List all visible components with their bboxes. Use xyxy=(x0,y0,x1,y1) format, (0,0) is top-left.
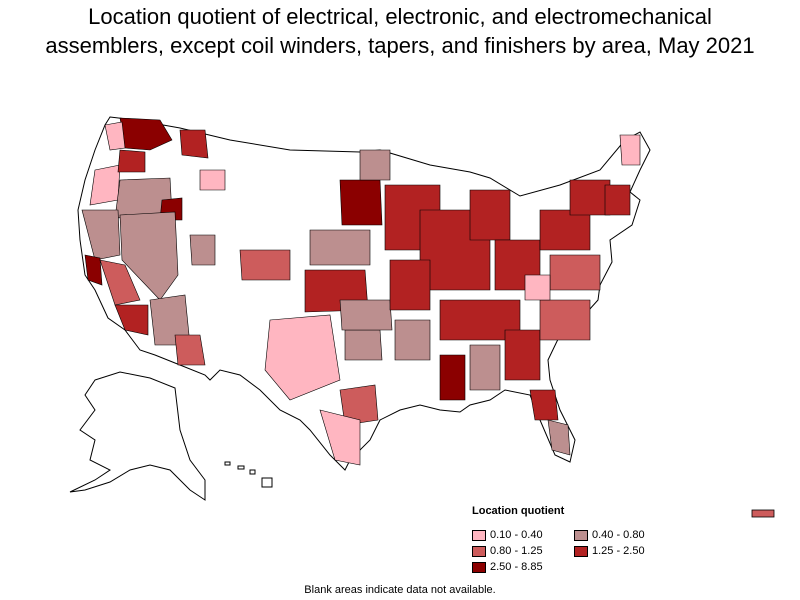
region-mississippi xyxy=(439,354,466,401)
region-michigan xyxy=(469,189,511,241)
us-map-svg xyxy=(69,116,775,518)
region-ca-south xyxy=(114,304,149,336)
map-title: Location quotient of electrical, electro… xyxy=(0,2,800,60)
legend-swatch-0-10-0-40 xyxy=(472,529,486,541)
region-west-virginia xyxy=(524,274,551,301)
alaska-outline xyxy=(69,371,206,501)
region-south-texas xyxy=(319,409,361,466)
legend-grid: 0.10 - 0.40 0.40 - 0.80 0.80 - 1.25 1.25… xyxy=(472,528,712,574)
footnote: Blank areas indicate data not available. xyxy=(304,584,496,596)
legend-item-2-50-8-85: 2.50 - 8.85 xyxy=(472,560,574,574)
legend-item-0-40-0-80: 0.40 - 0.80 xyxy=(574,528,694,542)
hawaii-islands xyxy=(224,461,273,488)
region-colorado xyxy=(239,249,291,281)
region-florida-north xyxy=(529,389,559,421)
region-texas-west xyxy=(264,314,341,401)
map-title-line-1: Location quotient of electrical, electro… xyxy=(88,4,712,29)
region-maine xyxy=(619,134,641,166)
region-ca-central xyxy=(99,259,141,306)
us-map xyxy=(0,95,800,525)
puerto-rico xyxy=(751,509,775,518)
region-houston xyxy=(339,384,379,426)
legend-label-1-25-2-50: 1.25 - 2.50 xyxy=(592,545,645,557)
legend-item-1-25-2-50: 1.25 - 2.50 xyxy=(574,544,694,558)
region-bay-area xyxy=(84,254,103,286)
map-legend: Location quotient 0.10 - 0.40 0.40 - 0.8… xyxy=(472,505,712,574)
legend-label-0-80-1-25: 0.80 - 1.25 xyxy=(490,545,543,557)
region-missouri xyxy=(389,259,431,311)
legend-label-0-40-0-80: 0.40 - 0.80 xyxy=(592,529,645,541)
region-pennsylvania xyxy=(539,209,591,251)
region-spokane xyxy=(179,129,209,159)
legend-swatch-1-25-2-50 xyxy=(574,545,588,557)
region-alabama xyxy=(469,344,501,391)
legend-swatch-0-40-0-80 xyxy=(574,529,588,541)
legend-item-0-80-1-25: 0.80 - 1.25 xyxy=(472,544,574,558)
region-portland xyxy=(117,149,146,173)
region-idaho-east xyxy=(199,169,226,191)
legend-label-0-10-0-40: 0.10 - 0.40 xyxy=(490,529,543,541)
region-oklahoma xyxy=(339,299,393,331)
region-arkansas xyxy=(394,319,431,361)
region-georgia xyxy=(504,329,541,381)
region-nevada xyxy=(119,211,179,301)
legend-swatch-2-50-8-85 xyxy=(472,561,486,573)
region-phoenix-tucson xyxy=(174,334,206,366)
legend-label-2-50-8-85: 2.50 - 8.85 xyxy=(490,561,543,573)
region-nebraska xyxy=(309,229,371,266)
legend-heading: Location quotient xyxy=(472,505,565,517)
region-minnesota xyxy=(339,179,383,226)
legend-swatch-0-80-1-25 xyxy=(472,545,486,557)
region-new-england xyxy=(604,184,631,216)
map-regions xyxy=(81,117,641,466)
region-dallas xyxy=(344,329,383,361)
region-new-york xyxy=(569,179,611,216)
region-virginia xyxy=(549,254,601,291)
region-utah xyxy=(189,234,216,266)
region-wa-coast xyxy=(104,121,126,151)
region-ca-north xyxy=(81,209,121,261)
region-dakotas xyxy=(359,149,391,181)
map-title-line-2: assemblers, except coil winders, tapers,… xyxy=(45,33,755,58)
region-florida-south xyxy=(547,419,571,456)
legend-item-0-10-0-40: 0.10 - 0.40 xyxy=(472,528,574,542)
region-carolinas xyxy=(539,299,591,341)
